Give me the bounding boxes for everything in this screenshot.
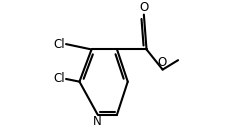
Text: Cl: Cl: [54, 72, 65, 85]
Text: O: O: [157, 56, 166, 69]
Text: Cl: Cl: [54, 38, 65, 51]
Text: N: N: [93, 115, 101, 128]
Text: O: O: [139, 1, 148, 14]
